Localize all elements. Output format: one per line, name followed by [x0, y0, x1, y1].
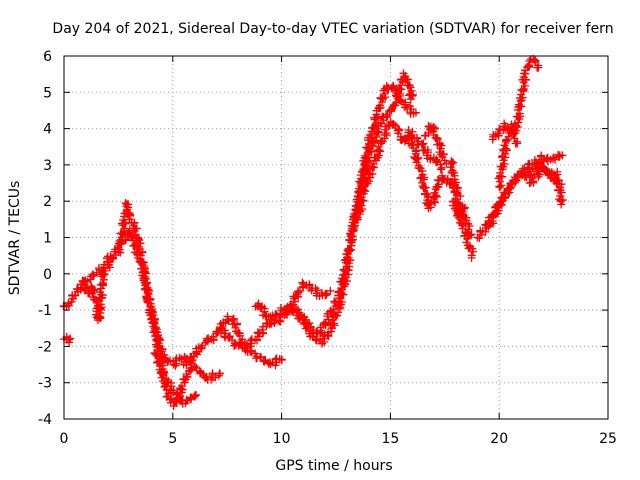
data-series	[150, 348, 201, 408]
data-series	[59, 226, 199, 371]
y-axis-label: SDTVAR / TECUs	[7, 181, 23, 296]
y-tick-label: -1	[38, 303, 52, 319]
data-series	[78, 252, 115, 325]
data-series	[281, 81, 420, 348]
y-tick-label: -2	[38, 339, 52, 355]
y-tick-label: -4	[38, 412, 52, 428]
plus-marker-trace	[525, 164, 567, 209]
x-tick-label: 15	[381, 431, 399, 447]
plus-marker-trace	[488, 119, 522, 148]
y-tick-label: 5	[43, 85, 52, 101]
y-tick-label: 1	[43, 231, 52, 247]
chart-title: Day 204 of 2021, Sidereal Day-to-day VTE…	[52, 21, 613, 37]
data-series	[449, 197, 476, 240]
data-series	[488, 119, 522, 148]
plus-marker-trace	[150, 348, 201, 408]
x-tick-label: 0	[60, 431, 69, 447]
x-tick-label: 25	[599, 431, 617, 447]
plus-marker-trace	[484, 158, 566, 231]
data-series	[525, 164, 567, 209]
y-tick-label: 4	[43, 122, 52, 138]
data-series	[60, 332, 75, 347]
data-series	[420, 122, 451, 168]
data-series	[251, 278, 335, 329]
data-series	[494, 55, 543, 192]
x-tick-label: 20	[490, 431, 508, 447]
plus-marker-trace	[420, 122, 451, 168]
y-tick-label: 3	[43, 158, 52, 174]
y-tick-label: -3	[38, 376, 52, 392]
plus-marker-trace	[494, 55, 543, 192]
x-tick-label: 5	[168, 431, 177, 447]
data-series	[179, 312, 286, 370]
plus-marker-trace	[251, 278, 335, 329]
plus-marker-trace	[281, 81, 420, 348]
data-points	[59, 55, 567, 411]
x-axis-label: GPS time / hours	[275, 458, 392, 474]
data-series	[484, 158, 566, 231]
plus-marker-trace	[59, 226, 199, 371]
plus-marker-trace	[60, 332, 75, 347]
plus-marker-trace	[449, 197, 476, 240]
y-tick-label: 0	[43, 267, 52, 283]
y-tick-label: 2	[43, 194, 52, 210]
data-series	[334, 69, 417, 300]
plus-marker-trace	[78, 252, 115, 325]
plus-marker-trace	[352, 117, 446, 225]
x-tick-label: 10	[273, 431, 291, 447]
grid-lines	[64, 56, 608, 419]
y-tick-label: 6	[43, 49, 52, 65]
plus-marker-trace	[179, 312, 286, 370]
plus-marker-trace	[334, 69, 417, 300]
axis-ticks: 0 5 10 15 20 25 -4 -3 -2 -1 0 1 2 3 4 5 6	[38, 49, 617, 447]
data-series	[352, 117, 446, 225]
